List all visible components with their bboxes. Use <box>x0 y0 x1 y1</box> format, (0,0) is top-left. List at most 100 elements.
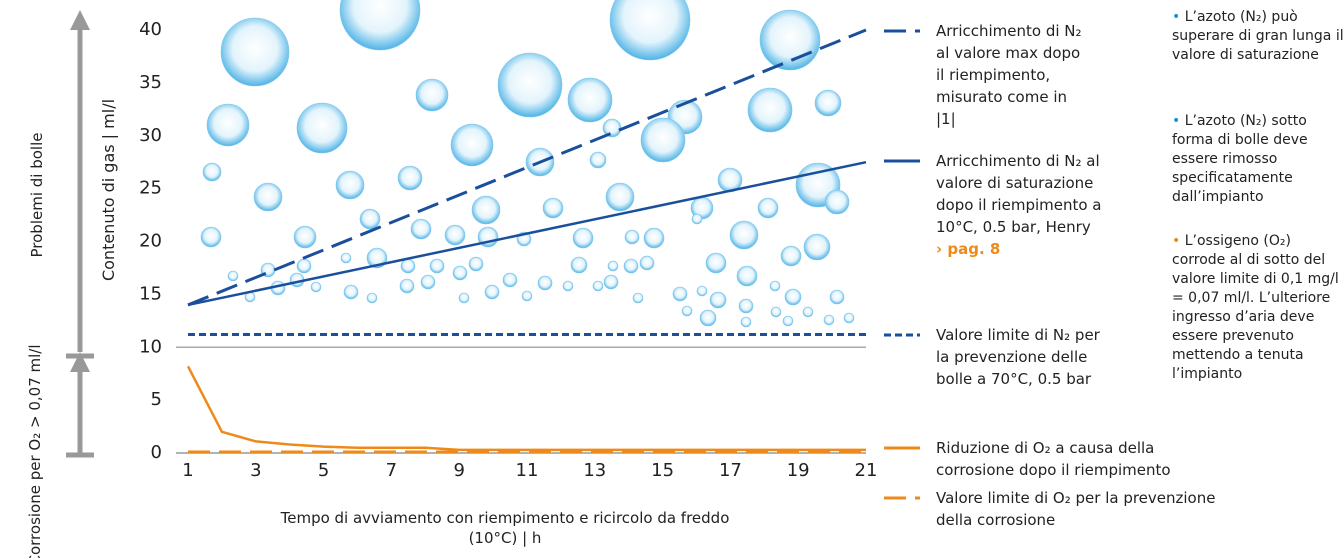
bubble <box>444 224 466 246</box>
bubble <box>802 306 814 318</box>
y-tick-label: 0 <box>151 442 162 463</box>
bubble <box>253 182 283 212</box>
bubble <box>458 292 470 304</box>
bubble <box>420 274 436 290</box>
bubble <box>296 258 312 274</box>
y-tick-label: 30 <box>139 125 162 146</box>
bubble <box>780 245 802 267</box>
bubble <box>705 252 727 274</box>
bubble <box>736 265 758 287</box>
bubble <box>572 227 594 249</box>
side-label: Corrosione per O₂ > 0,07 ml/l <box>26 344 44 558</box>
bullet: • <box>1172 233 1185 249</box>
x-axis-label: Tempo di avviamento con riempimento e ri… <box>280 509 730 547</box>
bubble <box>738 298 754 314</box>
bubble <box>623 258 639 274</box>
legend-label: Riduzione di O₂ a causa della corrosione… <box>936 439 1171 479</box>
bubble <box>340 252 352 264</box>
legend-label: Valore limite di O₂ per la prevenzione d… <box>936 489 1216 529</box>
bubble <box>829 289 845 305</box>
bubble <box>400 258 416 274</box>
bubble <box>843 312 855 324</box>
bubble <box>227 270 239 282</box>
bubble <box>605 182 635 212</box>
y-tick-label: 20 <box>139 231 162 252</box>
bubble <box>366 292 378 304</box>
bubble <box>343 284 359 300</box>
legend-label: Valore limite di N₂ per la prevenzione d… <box>936 326 1100 388</box>
bubble <box>502 272 518 288</box>
bubble <box>335 170 365 200</box>
y-tick-label: 10 <box>139 336 162 357</box>
bubble <box>729 220 759 250</box>
y-tick-label: 40 <box>139 19 162 40</box>
bubble <box>770 306 782 318</box>
legend-label: Arricchimento di N₂ al valore di saturaz… <box>936 152 1102 236</box>
bubble <box>696 285 708 297</box>
bubble <box>484 284 500 300</box>
x-tick-label: 5 <box>318 460 329 481</box>
bubble <box>468 256 484 272</box>
bubble <box>206 103 250 147</box>
bubble <box>570 256 588 274</box>
bubble <box>429 258 445 274</box>
bubble <box>220 17 290 87</box>
bubble <box>747 87 793 133</box>
x-tick-label: 21 <box>855 460 878 481</box>
x-tick-label: 19 <box>787 460 810 481</box>
bubble <box>814 89 842 117</box>
x-tick-label: 11 <box>516 460 539 481</box>
bubble <box>823 314 835 326</box>
bubble <box>397 165 423 191</box>
series-line <box>187 28 867 307</box>
bubble <box>202 162 222 182</box>
bubble <box>607 260 619 272</box>
bullet: • <box>1172 113 1185 129</box>
bubble <box>293 225 317 249</box>
x-tick-label: 1 <box>182 460 193 481</box>
x-tick-label: 9 <box>453 460 464 481</box>
x-tick-label: 7 <box>386 460 397 481</box>
note: • L’ossigeno (O₂) corrode al di sotto de… <box>1172 232 1344 384</box>
bubble <box>497 52 563 118</box>
note: • L’azoto (N₂) sotto forma di bolle deve… <box>1172 112 1344 207</box>
bubble <box>782 315 794 327</box>
y-tick-label: 35 <box>139 72 162 93</box>
bubble <box>200 226 222 248</box>
x-tick-label: 13 <box>583 460 606 481</box>
y-tick-label: 5 <box>151 389 162 410</box>
y-tick-label: 15 <box>139 283 162 304</box>
bubble <box>542 197 564 219</box>
legend-entry: Arricchimento di N₂ al valore di saturaz… <box>936 150 1121 260</box>
bubble <box>639 255 655 271</box>
bubble <box>310 281 322 293</box>
bubble <box>709 291 727 309</box>
bubble <box>562 280 574 292</box>
bubble <box>803 233 831 261</box>
legend-entry: Arricchimento di N₂ al valore max dopo i… <box>936 20 1086 130</box>
bubble <box>699 309 717 327</box>
bubble <box>632 292 644 304</box>
bubble <box>784 288 802 306</box>
bubble <box>296 102 348 154</box>
bubble <box>681 305 693 317</box>
page-link[interactable]: › pag. 8 <box>936 240 1001 258</box>
bubble <box>592 280 604 292</box>
x-tick-label: 17 <box>719 460 742 481</box>
note-text: L’ossigeno (O₂) corrode al di sotto del … <box>1172 233 1339 382</box>
bubble <box>672 286 688 302</box>
bubble <box>450 123 494 167</box>
bubble <box>567 77 613 123</box>
y-axis-label: Contenuto di gas | ml/l <box>99 99 118 281</box>
y-tick-label: 25 <box>139 178 162 199</box>
bubble <box>521 290 533 302</box>
bubble <box>824 189 850 215</box>
note-text: L’azoto (N₂) sotto forma di bolle deve e… <box>1172 113 1308 205</box>
bubble <box>769 280 781 292</box>
bubble <box>643 227 665 249</box>
legend-entry: Valore limite di O₂ per la prevenzione d… <box>936 487 1226 531</box>
bubble <box>359 208 381 230</box>
bubble <box>603 274 619 290</box>
